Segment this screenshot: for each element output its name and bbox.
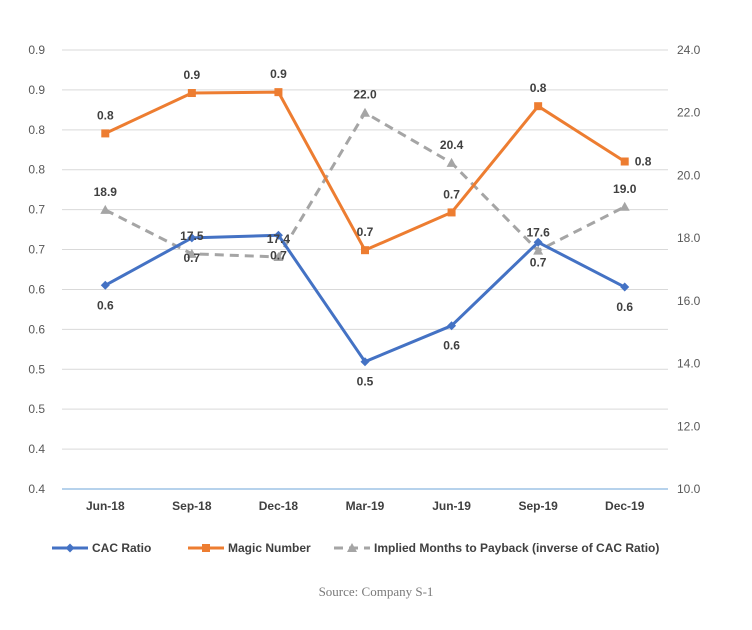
data-label: 0.7 bbox=[530, 255, 547, 269]
series-cac-ratio-point bbox=[533, 237, 543, 247]
series-implied-months-to-payback-inverse-of-cac-ratio-point bbox=[446, 157, 457, 167]
series-layer bbox=[100, 88, 630, 367]
right-axis-tick: 14.0 bbox=[677, 357, 701, 371]
right-axis-tick: 24.0 bbox=[677, 43, 701, 57]
left-axis-tick: 0.8 bbox=[28, 163, 45, 177]
left-axis-tick: 0.6 bbox=[28, 282, 45, 296]
data-label: 18.9 bbox=[94, 185, 118, 199]
left-axis-tick: 0.4 bbox=[28, 482, 45, 496]
series-magic-number-point bbox=[101, 129, 110, 138]
left-axis-tick: 0.4 bbox=[28, 442, 45, 456]
legend-item-cac-ratio: CAC Ratio bbox=[52, 541, 151, 555]
legend: CAC Ratio Magic Number Implied Months to P… bbox=[52, 541, 659, 555]
right-axis-tick: 22.0 bbox=[677, 106, 701, 120]
series-cac-ratio-point bbox=[620, 282, 630, 292]
data-label: 0.8 bbox=[97, 108, 114, 122]
left-axis-tick: 0.9 bbox=[28, 83, 45, 97]
right-axis-tick: 12.0 bbox=[677, 419, 701, 433]
data-label: 0.8 bbox=[530, 81, 547, 95]
legend-item-implied-months-to-payback-inverse-of-cac-ratio: Implied Months to Payback (inverse of CA… bbox=[334, 541, 659, 555]
axes: 0.4 0.4 0.5 0.5 0.6 0.6 0.7 0.7 0.8 0.8 0.9 0.9 10.0… bbox=[28, 43, 700, 513]
left-axis-tick: 0.7 bbox=[28, 203, 45, 217]
right-axis-tick: 10.0 bbox=[677, 482, 701, 496]
data-label: 0.6 bbox=[97, 298, 114, 312]
legend-marker bbox=[65, 543, 75, 553]
left-axis-tick: 0.8 bbox=[28, 123, 45, 137]
x-axis-tick: Mar-19 bbox=[346, 499, 385, 513]
series-cac-ratio-point bbox=[273, 230, 283, 240]
data-label: 0.6 bbox=[616, 300, 633, 314]
right-axis-tick: 16.0 bbox=[677, 294, 701, 308]
data-label: 0.9 bbox=[270, 67, 287, 81]
source-note: Source: Company S-1 bbox=[318, 584, 434, 599]
data-label: 0.6 bbox=[443, 339, 460, 353]
data-label: 0.9 bbox=[184, 68, 201, 82]
data-label: 0.7 bbox=[443, 187, 460, 201]
legend-item-magic-number: Magic Number bbox=[188, 541, 311, 555]
series-magic-number-point bbox=[620, 157, 629, 166]
series-implied-months-to-payback-inverse-of-cac-ratio-point bbox=[273, 251, 284, 261]
x-axis-tick: Jun-19 bbox=[432, 499, 471, 513]
data-label: 0.7 bbox=[270, 248, 287, 262]
series-magic-number-point bbox=[447, 208, 456, 217]
data-label: 0.7 bbox=[357, 225, 374, 239]
legend-label: Implied Months to Payback (inverse of CA… bbox=[374, 541, 659, 555]
series-implied-months-to-payback-inverse-of-cac-ratio-point bbox=[100, 204, 111, 214]
series-implied-months-to-payback-inverse-of-cac-ratio-point bbox=[360, 107, 370, 117]
right-axis-tick: 18.0 bbox=[677, 231, 701, 245]
series-cac-ratio-point bbox=[447, 321, 457, 331]
data-label: 17.5 bbox=[180, 229, 204, 243]
series-magic-number-point bbox=[187, 89, 196, 98]
left-axis-tick: 0.6 bbox=[28, 322, 45, 336]
data-label: 0.5 bbox=[357, 375, 374, 389]
legend-label: CAC Ratio bbox=[92, 541, 151, 555]
data-labels: 0.6 0.7 0.7 0.5 0.6 0.7 0.6 0.8 0.9 0.9 0.7 0.7 0.8 0… bbox=[94, 67, 652, 389]
series-magic-number-point bbox=[361, 246, 369, 255]
chart: 0.4 0.4 0.5 0.5 0.6 0.6 0.7 0.7 0.8 0.8 0.9 0.9 10.0… bbox=[28, 43, 700, 555]
series-cac-ratio-point bbox=[360, 357, 370, 367]
series-implied-months-to-payback-inverse-of-cac-ratio-point bbox=[619, 201, 630, 211]
left-axis-tick: 0.5 bbox=[28, 402, 45, 416]
legend-label: Magic Number bbox=[228, 541, 311, 555]
legend-marker bbox=[347, 543, 357, 552]
data-label: 0.7 bbox=[184, 251, 201, 265]
x-axis-tick: Sep-18 bbox=[172, 499, 212, 513]
series-implied-months-to-payback-inverse-of-cac-ratio-point bbox=[186, 248, 197, 258]
left-axis-tick: 0.7 bbox=[28, 243, 45, 257]
data-label: 17.4 bbox=[267, 232, 291, 246]
x-axis-tick: Sep-19 bbox=[518, 499, 558, 513]
left-axis-tick: 0.9 bbox=[28, 43, 45, 57]
right-axis-tick: 20.0 bbox=[677, 168, 701, 182]
x-axis-tick: Dec-18 bbox=[259, 499, 299, 513]
legend-marker bbox=[202, 544, 210, 552]
x-axis-tick: Jun-18 bbox=[86, 499, 125, 513]
series-magic-number-point bbox=[274, 88, 283, 97]
series-implied-months-to-payback-inverse-of-cac-ratio-point bbox=[533, 245, 544, 255]
data-label: 17.6 bbox=[526, 226, 550, 240]
left-axis-tick: 0.5 bbox=[28, 362, 45, 376]
data-label: 19.0 bbox=[613, 182, 637, 196]
series-cac-ratio-point bbox=[187, 233, 197, 243]
data-label: 20.4 bbox=[440, 138, 464, 152]
series-cac-ratio-point bbox=[100, 280, 110, 290]
x-axis-tick: Dec-19 bbox=[605, 499, 645, 513]
data-label: 0.8 bbox=[635, 155, 652, 169]
data-label: 22.0 bbox=[353, 88, 377, 102]
series-magic-number-point bbox=[534, 102, 543, 111]
